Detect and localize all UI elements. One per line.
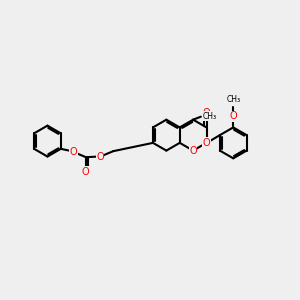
- Text: O: O: [189, 146, 197, 156]
- Text: O: O: [96, 152, 104, 161]
- Text: O: O: [203, 138, 210, 148]
- Text: O: O: [82, 167, 90, 177]
- Text: O: O: [203, 108, 210, 118]
- Text: O: O: [70, 147, 77, 157]
- Text: CH₃: CH₃: [202, 112, 217, 121]
- Text: O: O: [230, 111, 237, 121]
- Text: CH₃: CH₃: [226, 95, 240, 104]
